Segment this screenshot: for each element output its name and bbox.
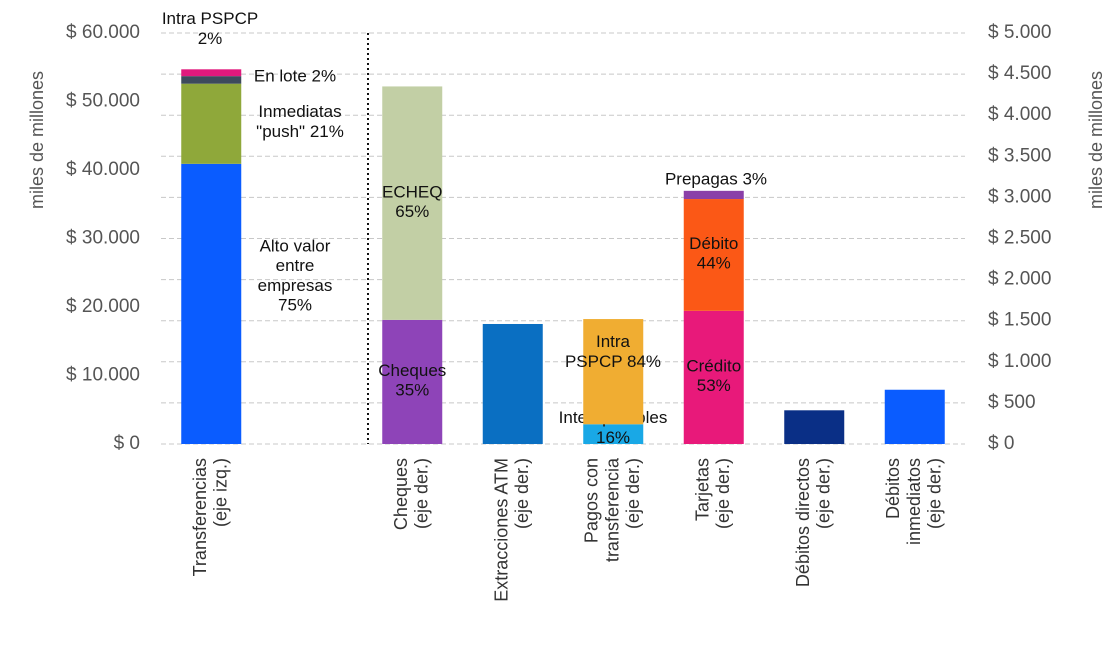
segment-label: Prepagas 3% [665, 169, 767, 188]
bar-segment [784, 410, 845, 444]
bar-segment [181, 83, 242, 164]
x-tick-label: Cheques(eje der.) [391, 458, 432, 530]
x-tick-label: Débitosinmediatos(eje der.) [883, 458, 944, 545]
bar-segment [683, 199, 744, 311]
y-tick-label: $ 60.000 [66, 22, 140, 43]
bar-segment [884, 389, 945, 444]
segment-label: ECHEQ 65% [382, 183, 442, 222]
x-tick-label: Extracciones ATM(eje der.) [491, 458, 532, 602]
y-tick-label: $ 50.000 [66, 91, 140, 112]
segment-label: En lote 2% [254, 66, 336, 85]
y2-tick-label: $ 2.500 [988, 228, 1051, 249]
bar-segment [482, 323, 543, 444]
y2-tick-label: $ 1.000 [988, 351, 1051, 372]
y2-tick-label: $ 3.500 [988, 145, 1051, 166]
y2-tick-label: $ 4.500 [988, 63, 1051, 84]
y-tick-label: $ 30.000 [66, 228, 140, 249]
bar-segment [583, 319, 644, 425]
bar-segment [683, 310, 744, 444]
bar-segment [181, 76, 242, 84]
segment-label: Crédito 53% [686, 357, 741, 396]
bar-segment [583, 424, 644, 444]
bar-segment [683, 190, 744, 200]
bar-segment [181, 163, 242, 444]
segment-label: Intra PSPCP 2% [162, 10, 258, 49]
bar-segment [382, 86, 443, 320]
y2-axis-title: miles de millones [1086, 71, 1106, 209]
y-tick-label: $ 10.000 [66, 365, 140, 386]
y2-tick-label: $ 3.000 [988, 186, 1051, 207]
x-tick-label: Débitos directos(eje der.) [793, 458, 834, 587]
y2-tick-label: $ 4.000 [988, 104, 1051, 125]
x-tick-label: Pagos contransferencia(eje der.) [581, 457, 642, 562]
segment-label: Inmediatas "push" 21% [256, 103, 344, 142]
y-axis-title: miles de millones [27, 71, 47, 209]
y2-tick-label: $ 0 [988, 433, 1014, 454]
segment-label: Cheques 35% [378, 362, 446, 401]
x-tick-label: Tarjetas(eje der.) [692, 458, 733, 529]
bar-segment [382, 319, 443, 444]
y-tick-label: $ 40.000 [66, 159, 140, 180]
bar-segment [181, 69, 242, 77]
y2-tick-label: $ 5.000 [988, 22, 1051, 43]
y-tick-label: $ 0 [114, 433, 140, 454]
segment-label: Alto valor entre empresas 75% [258, 237, 333, 315]
y2-tick-label: $ 1.500 [988, 310, 1051, 331]
y-tick-label: $ 20.000 [66, 296, 140, 317]
y2-tick-label: $ 2.000 [988, 269, 1051, 290]
x-tick-label: Transferencias(eje izq.) [190, 458, 231, 576]
segment-label: Débito 44% [689, 235, 738, 274]
segment-label: Intra PSPCP 84% [565, 333, 661, 372]
y2-tick-label: $ 500 [988, 392, 1036, 413]
